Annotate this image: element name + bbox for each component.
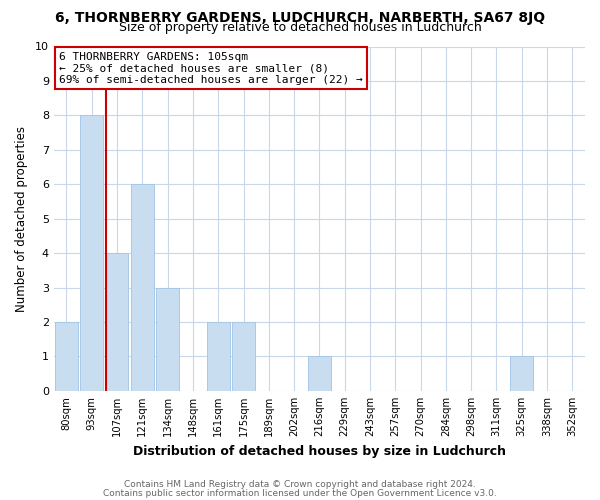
Bar xyxy=(232,322,255,391)
Text: Contains public sector information licensed under the Open Government Licence v3: Contains public sector information licen… xyxy=(103,488,497,498)
Bar xyxy=(156,288,179,391)
Bar xyxy=(106,253,128,391)
Bar xyxy=(207,322,230,391)
Text: Size of property relative to detached houses in Ludchurch: Size of property relative to detached ho… xyxy=(119,21,481,34)
Bar xyxy=(80,116,103,391)
Bar xyxy=(308,356,331,391)
Text: 6 THORNBERRY GARDENS: 105sqm
← 25% of detached houses are smaller (8)
69% of sem: 6 THORNBERRY GARDENS: 105sqm ← 25% of de… xyxy=(59,52,363,85)
X-axis label: Distribution of detached houses by size in Ludchurch: Distribution of detached houses by size … xyxy=(133,444,506,458)
Text: Contains HM Land Registry data © Crown copyright and database right 2024.: Contains HM Land Registry data © Crown c… xyxy=(124,480,476,489)
Bar xyxy=(55,322,78,391)
Y-axis label: Number of detached properties: Number of detached properties xyxy=(15,126,28,312)
Bar xyxy=(131,184,154,391)
Bar xyxy=(511,356,533,391)
Text: 6, THORNBERRY GARDENS, LUDCHURCH, NARBERTH, SA67 8JQ: 6, THORNBERRY GARDENS, LUDCHURCH, NARBER… xyxy=(55,11,545,25)
